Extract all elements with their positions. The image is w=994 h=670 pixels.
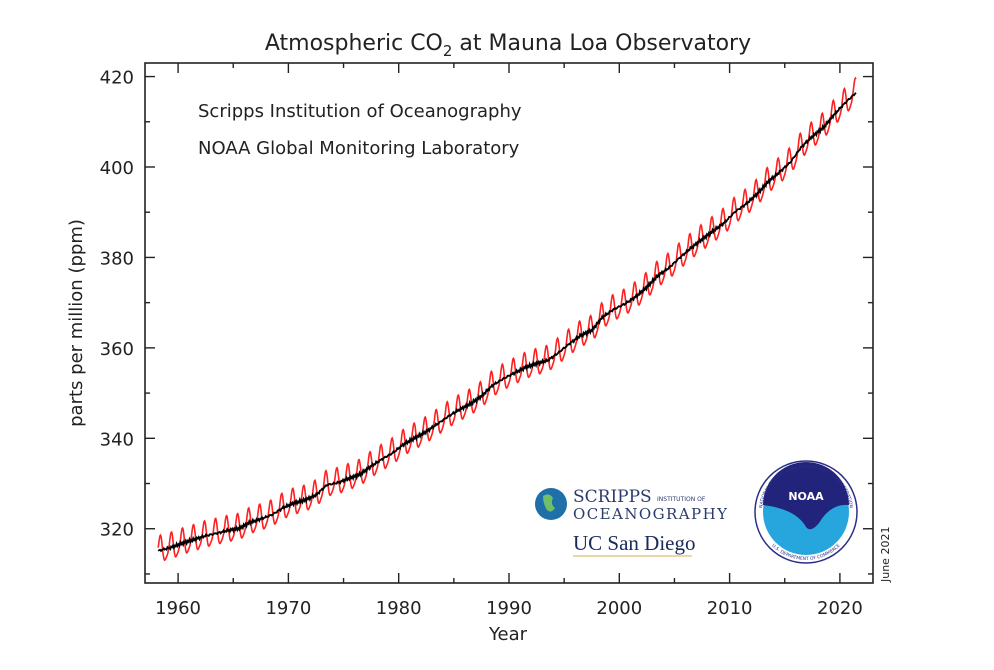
trend-point — [623, 303, 626, 305]
y-tick-label: 320 — [100, 520, 134, 541]
trend-point — [524, 366, 527, 369]
date-note: June 2021 — [879, 527, 892, 583]
trend-point — [844, 101, 847, 104]
trend-point — [392, 451, 395, 454]
trend-point — [634, 295, 637, 298]
trend-point — [193, 538, 196, 541]
trend-point — [248, 521, 251, 524]
trend-point — [502, 377, 505, 380]
trend-point — [447, 415, 450, 418]
annotation-scripps: Scripps Institution of Oceanography — [198, 101, 522, 122]
trend-point — [480, 395, 483, 398]
trend-point — [226, 529, 229, 532]
trend-point — [723, 221, 725, 224]
y-tick-label: 360 — [100, 339, 134, 360]
trend-point — [171, 546, 174, 548]
trend-point — [756, 192, 759, 195]
trend-point — [657, 274, 659, 277]
trend-point — [215, 532, 218, 535]
trend-point — [833, 113, 836, 116]
trend-point — [304, 499, 306, 502]
trend-point — [337, 481, 339, 484]
noaa-text: NOAA — [788, 490, 824, 503]
trend-point — [701, 238, 703, 241]
trend-point — [348, 477, 350, 480]
x-tick-label: 2010 — [707, 598, 753, 619]
scripps-text: SCRIPPS — [573, 487, 652, 507]
trend-point — [293, 502, 295, 504]
x-tick-label: 2020 — [817, 598, 863, 619]
trend-point — [579, 334, 582, 337]
x-tick-label: 1980 — [376, 598, 422, 619]
trend-point — [381, 458, 384, 460]
scripps-ucsd-logo: SCRIPPS INSTITUTION OF OCEANOGRAPHY UC S… — [527, 476, 735, 566]
x-tick-label: 2000 — [596, 598, 642, 619]
trend-point — [822, 126, 825, 129]
trend-point — [612, 308, 615, 311]
trend-point — [745, 202, 748, 205]
x-tick-label: 1960 — [155, 598, 201, 619]
trend-point — [535, 362, 538, 365]
trend-point — [568, 342, 571, 345]
trend-point — [270, 514, 273, 516]
trend-point — [546, 359, 549, 362]
trend-point — [590, 329, 593, 332]
trend-point — [326, 484, 328, 486]
x-tick-label: 1990 — [486, 598, 532, 619]
trend-point — [734, 210, 737, 213]
oceanography-text: OCEANOGRAPHY — [573, 505, 728, 523]
trend-point — [370, 465, 373, 468]
trend-point — [204, 534, 207, 537]
trend-point — [800, 146, 803, 148]
y-tick-label: 420 — [100, 68, 134, 89]
trend-point — [469, 402, 472, 405]
trend-point — [854, 92, 857, 95]
trend-point — [237, 527, 240, 530]
x-axis-label: Year — [488, 624, 528, 645]
trend-point — [668, 266, 670, 269]
annotation-noaa: NOAA Global Monitoring Laboratory — [198, 138, 520, 159]
trend-point — [436, 423, 439, 425]
trend-point — [491, 384, 494, 387]
trend-point — [160, 549, 163, 551]
trend-point — [513, 372, 516, 374]
trend-point — [712, 230, 714, 232]
trend-co2-line — [157, 92, 857, 553]
trend-point — [679, 256, 681, 259]
y-tick-label: 340 — [100, 429, 134, 450]
trend-point — [359, 473, 361, 476]
y-tick-label: 400 — [100, 158, 134, 179]
trend-point — [778, 171, 781, 174]
y-axis-label: parts per million (ppm) — [66, 219, 87, 427]
trend-point — [690, 247, 692, 249]
trend-point — [458, 408, 461, 411]
ucsd-text: UC San Diego — [573, 531, 696, 555]
trend-point — [645, 286, 648, 288]
trend-point — [811, 135, 814, 138]
trend-point — [259, 517, 262, 520]
trend-point — [182, 541, 185, 544]
trend-point — [767, 180, 770, 183]
trend-point — [414, 436, 417, 439]
trend-point — [557, 351, 560, 354]
chart-title: Atmospheric CO2 at Mauna Loa Observatory — [265, 31, 751, 60]
noaa-logo: NOAA NATIONAL OCEANIC AND ATMOSPHERIC AD… — [754, 460, 858, 564]
trend-point — [601, 316, 604, 318]
y-tick-label: 380 — [100, 248, 134, 269]
trend-point — [403, 443, 406, 445]
x-tick-label: 1970 — [265, 598, 311, 619]
trend-point — [281, 506, 284, 509]
scripps-small-text: INSTITUTION OF — [657, 496, 706, 503]
trend-point — [425, 430, 428, 433]
trend-point — [789, 161, 792, 164]
monthly-co2-line — [157, 76, 857, 562]
trend-point — [315, 494, 317, 496]
